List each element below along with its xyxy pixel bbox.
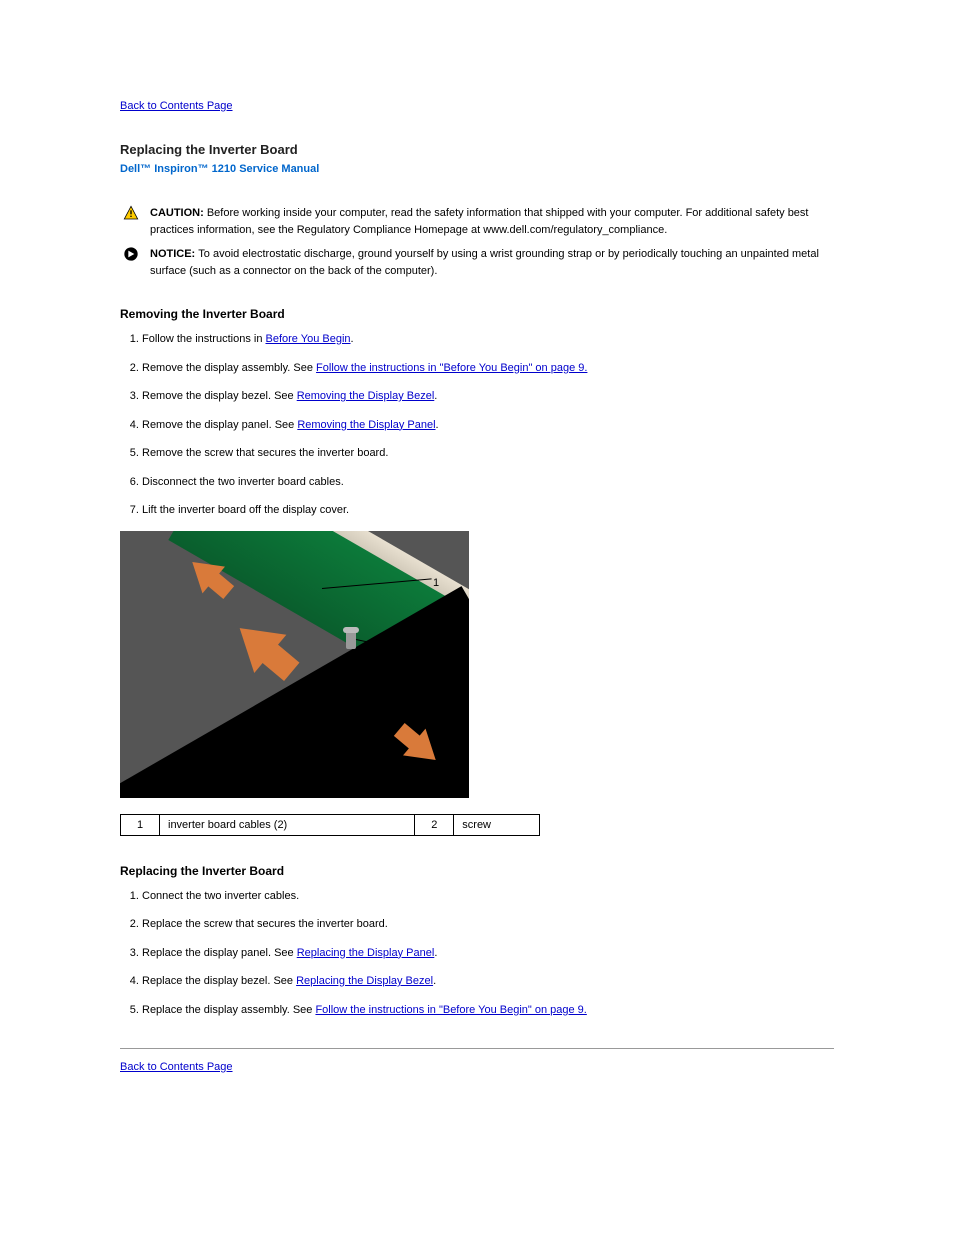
callout-cell-text: inverter board cables (2) <box>160 814 415 835</box>
replace-assembly-link[interactable]: Follow the instructions in "Before You B… <box>315 1004 586 1016</box>
remove-step-4: Remove the display panel. See Removing t… <box>142 417 834 434</box>
manual-name: Dell™ Inspiron™ 1210 Service Manual <box>120 163 834 175</box>
display-assembly-link[interactable]: Follow the instructions in "Before You B… <box>316 362 587 374</box>
remove-step-1: Follow the instructions in Before You Be… <box>142 331 834 348</box>
notice-icon <box>120 246 142 265</box>
callout-cell-text: screw <box>454 814 540 835</box>
notice-text: NOTICE: To avoid electrostatic discharge… <box>142 246 834 279</box>
caution-box: CAUTION: Before working inside your comp… <box>120 205 834 238</box>
callout-1: 1 <box>433 577 439 589</box>
notice-body: To avoid electrostatic discharge, ground… <box>150 248 819 277</box>
back-to-contents-top[interactable]: Back to Contents Page <box>120 100 834 112</box>
before-you-begin-link[interactable]: Before You Begin <box>266 333 351 345</box>
remove-step-2: Remove the display assembly. See Follow … <box>142 360 834 377</box>
caution-icon <box>120 205 142 224</box>
remove-step-6: Disconnect the two inverter board cables… <box>142 474 834 491</box>
remove-bezel-link[interactable]: Removing the Display Bezel <box>297 390 435 402</box>
replace-step-2: Replace the screw that secures the inver… <box>142 916 834 933</box>
callout-table: 1 inverter board cables (2) 2 screw <box>120 814 540 836</box>
replace-panel-link[interactable]: Replacing the Display Panel <box>297 947 435 959</box>
replacing-steps: Connect the two inverter cables. Replace… <box>120 888 834 1019</box>
caution-body: Before working inside your computer, rea… <box>150 207 808 236</box>
inverter-diagram: 1 2 <box>120 531 469 798</box>
remove-panel-link[interactable]: Removing the Display Panel <box>297 419 435 431</box>
section-divider <box>120 1048 834 1049</box>
replace-bezel-link[interactable]: Replacing the Display Bezel <box>296 975 433 987</box>
removing-heading: Removing the Inverter Board <box>120 307 834 321</box>
caution-label: CAUTION: <box>150 207 207 219</box>
replace-step-4: Replace the display bezel. See Replacing… <box>142 973 834 990</box>
callout-cell-num: 1 <box>121 814 160 835</box>
replace-step-1: Connect the two inverter cables. <box>142 888 834 905</box>
replace-step-5: Replace the display assembly. See Follow… <box>142 1002 834 1019</box>
replace-step-3: Replace the display panel. See Replacing… <box>142 945 834 962</box>
removing-steps: Follow the instructions in Before You Be… <box>120 331 834 519</box>
notice-box: NOTICE: To avoid electrostatic discharge… <box>120 246 834 279</box>
remove-step-3: Remove the display bezel. See Removing t… <box>142 388 834 405</box>
table-row: 1 inverter board cables (2) 2 screw <box>121 814 540 835</box>
remove-step-5: Remove the screw that secures the invert… <box>142 445 834 462</box>
remove-step-7: Lift the inverter board off the display … <box>142 502 834 519</box>
replacing-heading: Replacing the Inverter Board <box>120 864 834 878</box>
caution-text: CAUTION: Before working inside your comp… <box>142 205 834 238</box>
page-title: Replacing the Inverter Board <box>120 142 834 157</box>
back-to-contents-bottom[interactable]: Back to Contents Page <box>120 1061 834 1073</box>
notice-label: NOTICE: <box>150 248 198 260</box>
callout-cell-num: 2 <box>415 814 454 835</box>
